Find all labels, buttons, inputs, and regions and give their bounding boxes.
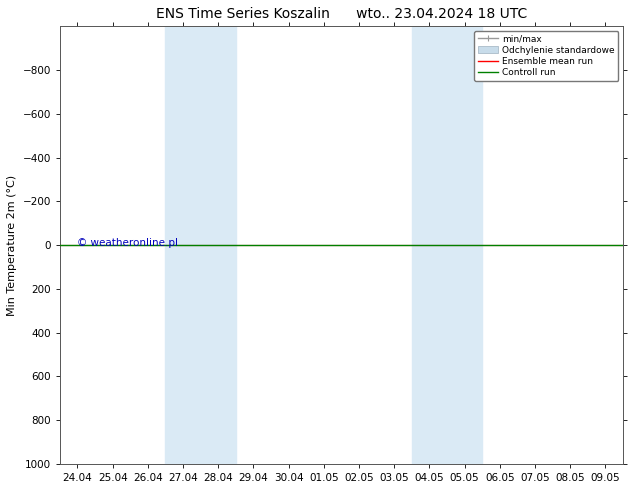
Text: © weatheronline.pl: © weatheronline.pl (77, 238, 178, 248)
Bar (411, 26, 482, 464)
Legend: min/max, Odchylenie standardowe, Ensemble mean run, Controll run: min/max, Odchylenie standardowe, Ensembl… (474, 31, 618, 81)
Bar (165, 26, 236, 464)
Y-axis label: Min Temperature 2m (°C): Min Temperature 2m (°C) (7, 174, 17, 316)
Title: ENS Time Series Koszalin      wto.. 23.04.2024 18 UTC: ENS Time Series Koszalin wto.. 23.04.202… (156, 7, 527, 21)
